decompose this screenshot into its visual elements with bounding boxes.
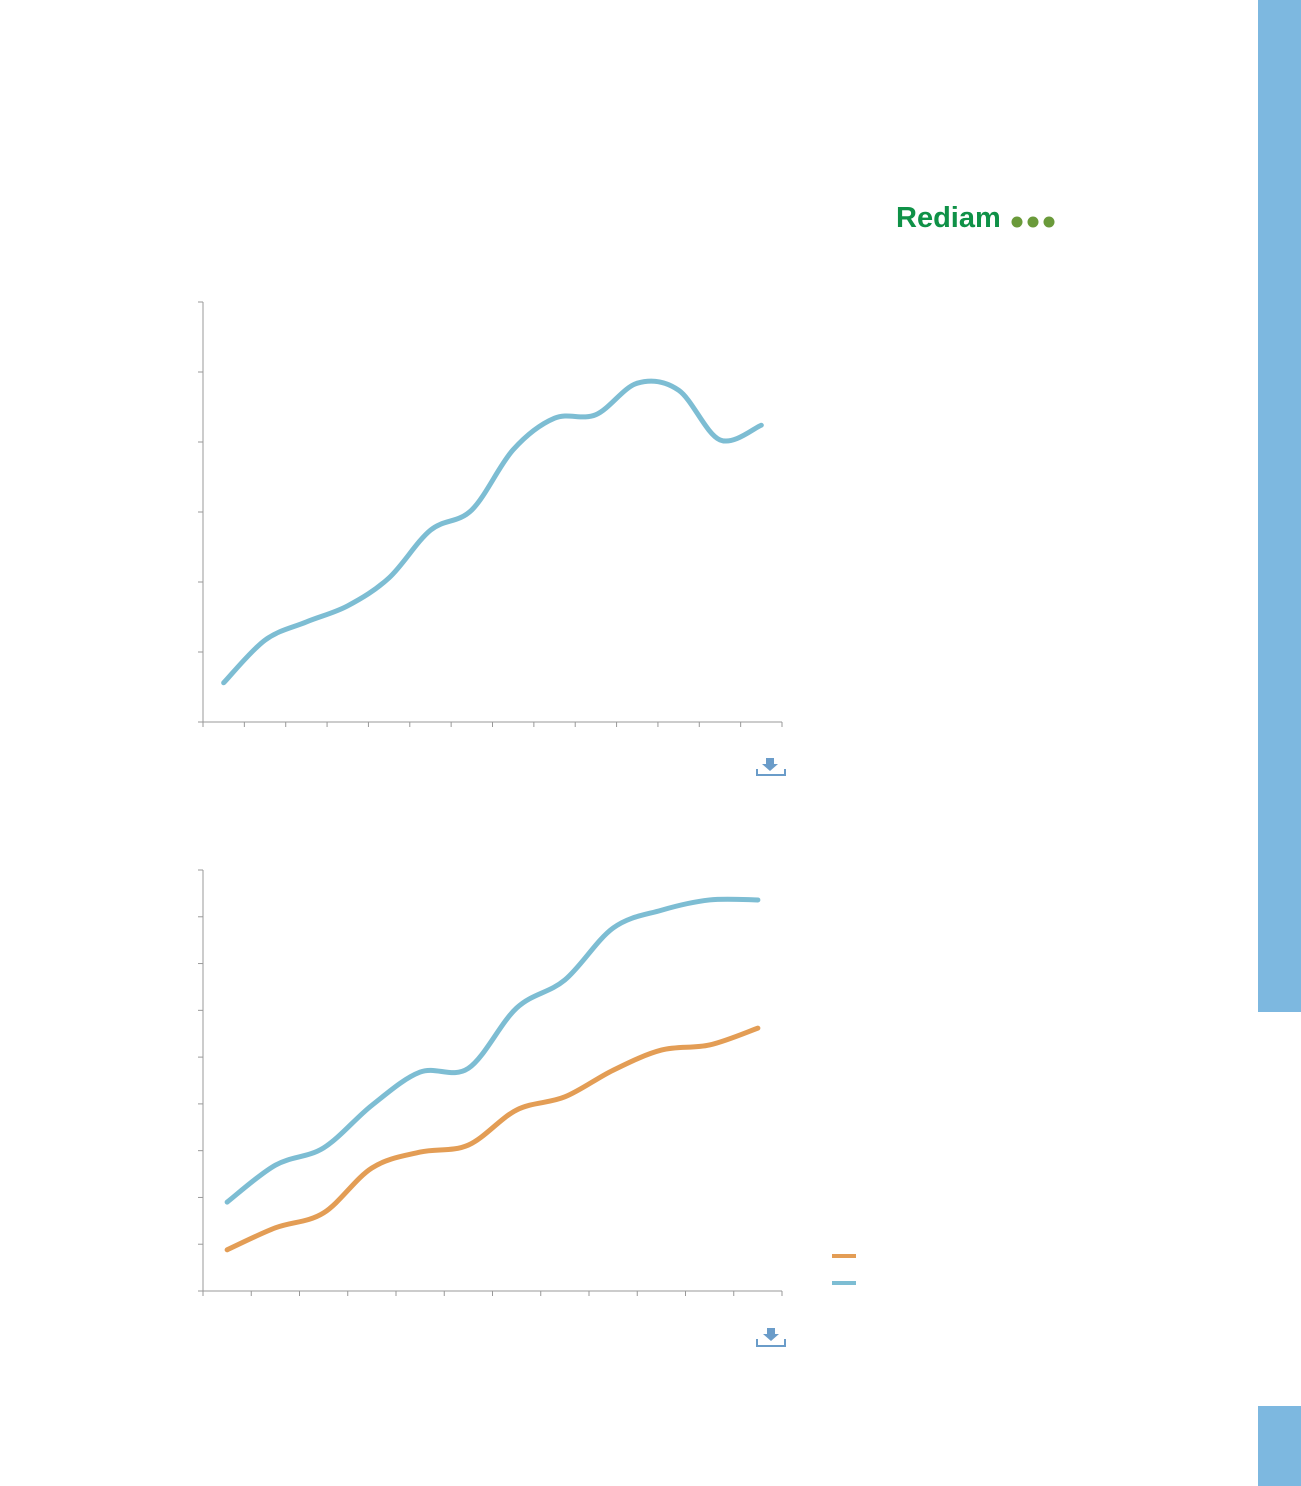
logo: Rediam: [896, 202, 1001, 234]
series-line: [224, 896, 761, 1205]
side-tab: [1258, 0, 1301, 1012]
logo-dots: [1011, 216, 1055, 228]
series-line: [224, 1025, 761, 1253]
side-tab: [1258, 1406, 1301, 1486]
download-icon[interactable]: [756, 758, 786, 776]
series-line: [221, 378, 764, 686]
download-icon[interactable]: [756, 1328, 786, 1347]
